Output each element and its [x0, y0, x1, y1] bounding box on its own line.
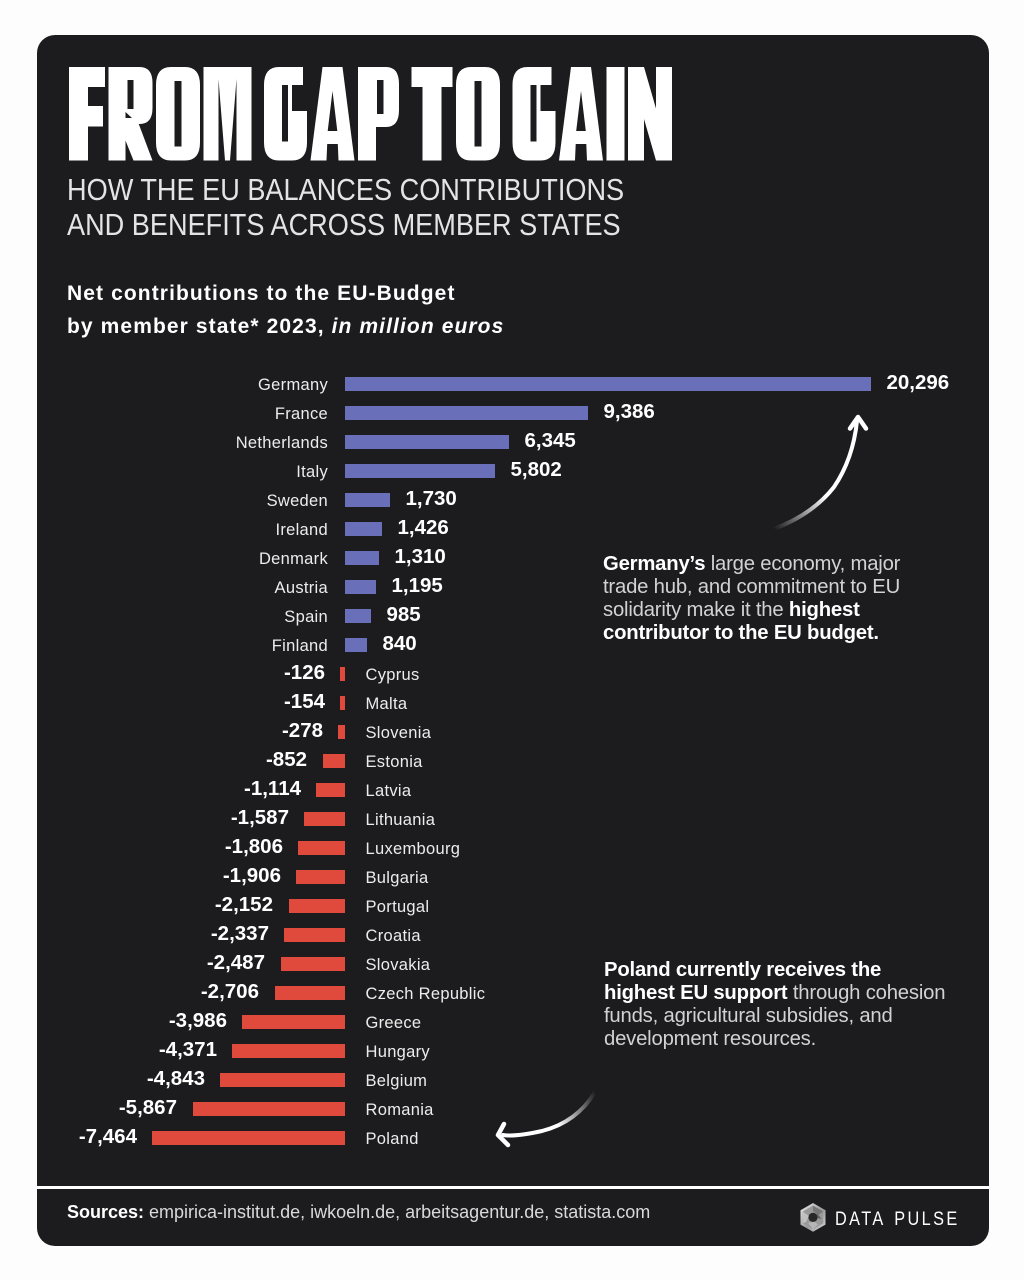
- svg-text:DATA PULSE: DATA PULSE: [835, 1208, 960, 1230]
